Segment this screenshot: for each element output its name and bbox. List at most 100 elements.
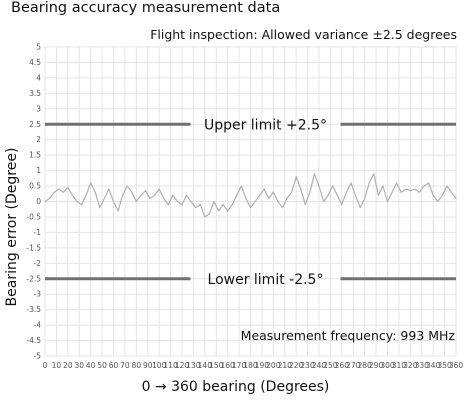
series-point	[327, 194, 329, 196]
series-point	[154, 194, 156, 196]
series-point	[313, 173, 316, 175]
series-point	[318, 185, 320, 187]
x-tick-label: 170	[232, 361, 247, 370]
y-tick-label: -2	[34, 259, 42, 268]
y-tick-label: 0	[36, 197, 41, 206]
series-point	[281, 207, 284, 209]
y-tick-label: -4.5	[26, 336, 41, 345]
x-tick-label: 10	[52, 361, 62, 370]
x-tick-label: 330	[415, 361, 430, 370]
x-tick-label: 50	[97, 361, 107, 370]
series-point	[245, 197, 247, 200]
series-point	[354, 194, 357, 196]
y-tick-label: 5	[36, 43, 41, 52]
series-point	[386, 200, 389, 203]
series-point	[414, 188, 416, 190]
series-point	[405, 188, 407, 190]
series-point	[441, 194, 443, 196]
series-point	[428, 182, 430, 184]
x-tick-label: 100	[152, 361, 167, 370]
series-point	[277, 200, 279, 203]
series-point	[90, 182, 92, 184]
series-point	[67, 186, 69, 189]
series-point	[149, 197, 151, 200]
x-tick-label: 150	[209, 361, 224, 370]
x-tick-label: 300	[380, 361, 395, 370]
series-point	[176, 200, 179, 203]
series-point	[172, 194, 174, 196]
series-point	[217, 210, 220, 212]
series-point	[396, 182, 398, 184]
series-point	[350, 182, 352, 184]
x-tick-label: 290	[369, 361, 384, 370]
series-point	[131, 191, 133, 193]
series-point	[227, 210, 229, 212]
series-point	[423, 185, 425, 187]
y-tick-label: -5	[34, 352, 42, 361]
series-point	[181, 203, 183, 206]
x-tick-label: 90	[143, 361, 153, 370]
series-point	[300, 188, 302, 190]
series-point	[332, 185, 334, 187]
series-point	[455, 197, 457, 200]
series-point	[222, 203, 224, 206]
x-tick-label: 0	[43, 361, 48, 370]
x-tick-label: 60	[109, 361, 119, 370]
series-point	[409, 190, 411, 192]
x-axis-label: 0 → 360 bearing (Degrees)	[141, 379, 330, 395]
y-tick-label: -3	[34, 290, 42, 299]
series-point	[80, 203, 83, 206]
x-tick-label: 230	[300, 361, 315, 370]
series-point	[249, 207, 252, 209]
series-point	[322, 200, 325, 203]
y-tick-label: -4	[34, 321, 42, 330]
series-point	[291, 191, 293, 193]
chart-title: Bearing accuracy measurement data	[11, 0, 281, 16]
series-point	[268, 197, 270, 200]
y-tick-label: 4.5	[29, 58, 41, 67]
y-tick-label: 3	[36, 104, 41, 113]
y-tick-label: -0.5	[26, 212, 41, 221]
x-tick-label: 110	[163, 361, 178, 370]
y-tick-label: -3.5	[26, 305, 41, 314]
series-point	[76, 200, 78, 203]
series-point	[108, 188, 110, 190]
y-tick-label: 1	[36, 166, 41, 175]
series-point	[272, 191, 274, 193]
x-tick-label: 280	[358, 361, 373, 370]
series-point	[126, 185, 128, 187]
frequency-annotation: Measurement frequency: 993 MHz	[240, 328, 455, 343]
series-point	[163, 197, 165, 200]
x-tick-label: 350	[437, 361, 452, 370]
x-tick-label: 70	[120, 361, 130, 370]
series-point	[185, 194, 188, 196]
series-point	[437, 200, 439, 203]
y-tick-label: 4	[36, 73, 41, 82]
series-point	[368, 182, 370, 184]
series-point	[309, 191, 311, 193]
series-point	[94, 191, 96, 193]
series-point	[432, 194, 434, 196]
limit-label: Lower limit -2.5°	[208, 272, 324, 288]
x-tick-label: 210	[278, 361, 293, 370]
x-tick-label: 360	[449, 361, 464, 370]
series-point	[391, 191, 393, 193]
series-point	[231, 203, 233, 206]
series-point	[336, 194, 338, 196]
x-tick-label: 180	[243, 361, 258, 370]
series-point	[213, 200, 215, 203]
y-tick-label: 1.5	[29, 151, 41, 160]
series-point	[341, 203, 343, 206]
series-point	[364, 197, 366, 200]
series-point	[199, 203, 201, 206]
x-tick-label: 240	[312, 361, 327, 370]
series-point	[263, 188, 265, 190]
series-point	[240, 185, 242, 187]
x-tick-label: 160	[221, 361, 236, 370]
series-point	[122, 194, 124, 196]
x-tick-label: 190	[255, 361, 270, 370]
x-tick-label: 80	[132, 361, 142, 370]
series-point	[254, 200, 256, 203]
y-tick-label: 2.5	[29, 120, 41, 129]
